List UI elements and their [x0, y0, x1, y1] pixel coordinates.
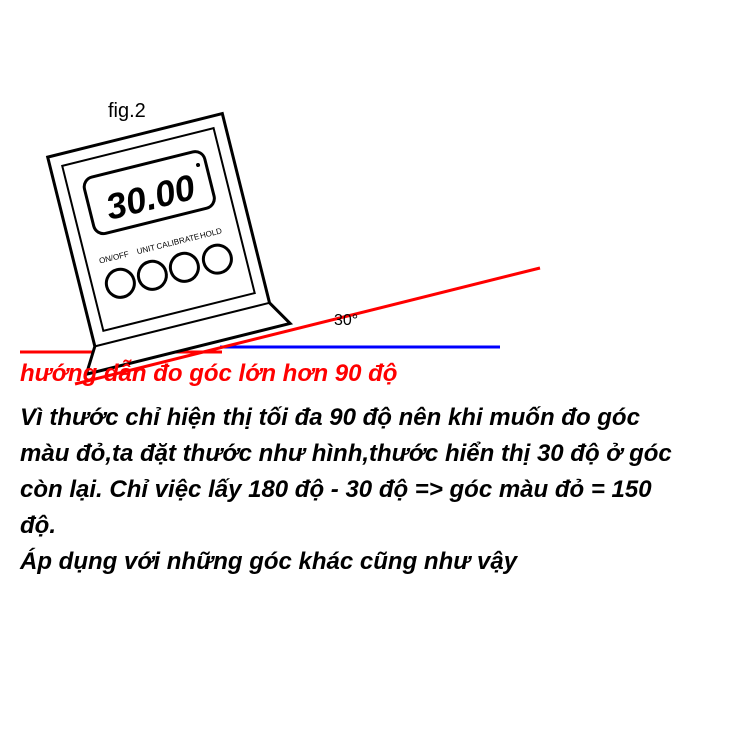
angle-label: 30°	[334, 312, 358, 330]
body-line: Áp dụng với những góc khác cũng như vậy	[20, 544, 720, 580]
body-line: còn lại. Chỉ việc lấy 180 độ - 30 độ => …	[20, 472, 720, 508]
inclinometer-device: 30.00 ON/OFF UNIT CALIBRATE HOLD	[33, 110, 290, 374]
body-line: độ.	[20, 508, 720, 544]
instruction-title: hướng dẫn đo góc lớn hơn 90 độ	[20, 360, 397, 388]
figure-label: fig.2	[108, 100, 146, 123]
instruction-body: Vì thước chỉ hiện thị tối đa 90 độ nên k…	[20, 400, 720, 580]
body-line: Vì thước chỉ hiện thị tối đa 90 độ nên k…	[20, 400, 720, 436]
diagram-canvas: 30.00 ON/OFF UNIT CALIBRATE HOLD fig.2 3…	[0, 0, 746, 746]
body-line: màu đỏ,ta đặt thước như hình,thước hiển …	[20, 436, 720, 472]
